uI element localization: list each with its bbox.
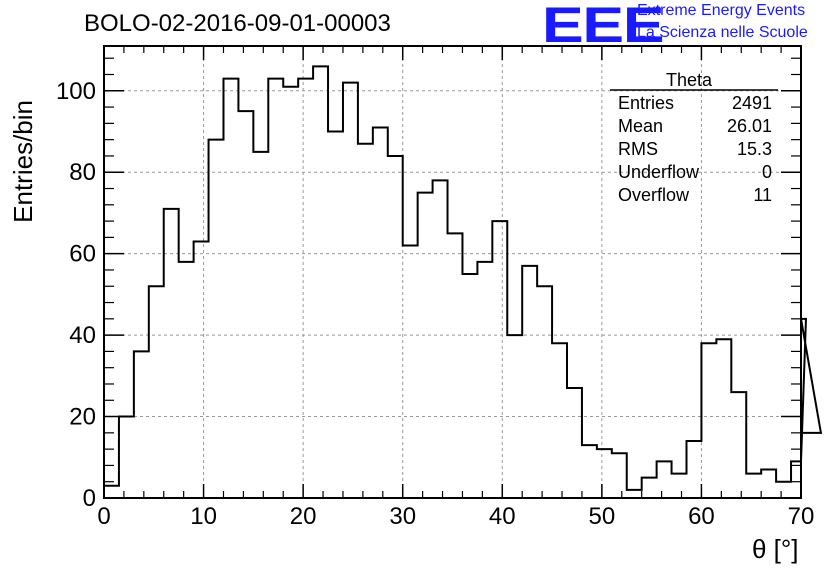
stat-overflow-value: 11 bbox=[753, 185, 772, 205]
logo-line-2: La Scienza nelle Scuole bbox=[637, 24, 808, 41]
stat-underflow-label: Underflow bbox=[618, 162, 700, 182]
plot-frame bbox=[103, 45, 802, 499]
stat-mean-label: Mean bbox=[618, 116, 664, 136]
stat-rms-value: 15.3 bbox=[736, 139, 772, 159]
stat-mean-value: 26.01 bbox=[726, 116, 772, 136]
stat-underflow-value: 0 bbox=[761, 162, 772, 182]
stat-entries-label: Entries bbox=[618, 93, 675, 113]
x-tick-label: 20 bbox=[290, 503, 317, 530]
stat-overflow-label: Overflow bbox=[618, 185, 690, 205]
x-tick-label: 70 bbox=[788, 503, 815, 530]
axis-ticks bbox=[103, 46, 802, 499]
x-tick-labels: 0 10 20 30 40 50 60 70 bbox=[97, 503, 814, 530]
x-tick-label: 0 bbox=[97, 503, 110, 530]
logo-line-1: Extreme Energy Events bbox=[637, 2, 806, 19]
x-tick-label: 40 bbox=[489, 503, 516, 530]
y-tick-label: 80 bbox=[69, 159, 96, 186]
y-tick-label: 60 bbox=[69, 241, 96, 268]
y-tick-label: 40 bbox=[69, 322, 96, 349]
y-axis-label: Entries/bin bbox=[8, 100, 38, 223]
stats-box-title: Theta bbox=[666, 70, 713, 90]
eee-logo-mark: EEE bbox=[542, 0, 665, 53]
x-tick-label: 10 bbox=[190, 503, 217, 530]
x-tick-label: 50 bbox=[589, 503, 616, 530]
stat-entries-value: 2491 bbox=[731, 93, 772, 113]
histogram-step-line bbox=[103, 65, 823, 498]
y-tick-label: 100 bbox=[56, 78, 96, 105]
plot-title: BOLO-02-2016-09-01-00003 bbox=[84, 10, 391, 37]
y-tick-label: 20 bbox=[69, 404, 96, 431]
y-tick-labels: 0 20 40 60 80 100 bbox=[56, 78, 96, 512]
grid-lines bbox=[104, 46, 801, 498]
x-tick-label: 60 bbox=[688, 503, 715, 530]
y-tick-label: 0 bbox=[83, 485, 96, 512]
x-axis-label: θ [°] bbox=[752, 534, 799, 564]
stat-rms-label: RMS bbox=[618, 139, 658, 159]
x-tick-label: 30 bbox=[389, 503, 416, 530]
